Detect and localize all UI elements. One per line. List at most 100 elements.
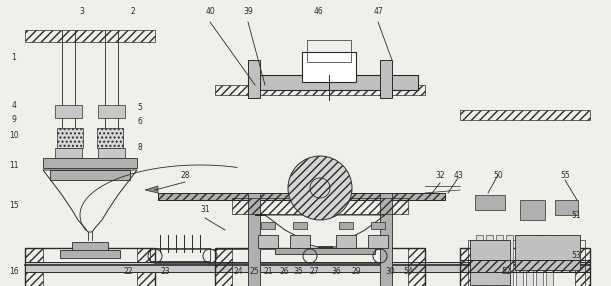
Bar <box>460 260 590 272</box>
Text: 4: 4 <box>12 100 16 110</box>
Bar <box>486 235 493 286</box>
Bar <box>98 105 125 118</box>
Bar <box>460 260 590 272</box>
Bar <box>215 85 425 95</box>
Text: 50: 50 <box>493 170 503 180</box>
Bar <box>339 222 353 229</box>
Bar <box>97 128 123 148</box>
Text: 36: 36 <box>331 267 341 275</box>
Bar <box>496 235 503 286</box>
Bar <box>57 128 83 148</box>
Bar <box>248 60 260 98</box>
Bar <box>137 248 155 286</box>
Text: 1: 1 <box>12 53 16 63</box>
Text: 39: 39 <box>243 7 253 17</box>
Bar <box>25 30 155 42</box>
Bar <box>158 193 445 200</box>
Bar <box>302 52 356 82</box>
Text: 23: 23 <box>160 267 170 275</box>
Text: 15: 15 <box>9 200 19 210</box>
Bar <box>98 148 125 160</box>
Bar <box>158 193 445 200</box>
Bar <box>526 235 533 286</box>
Bar <box>318 246 332 247</box>
Polygon shape <box>145 186 158 193</box>
Bar <box>546 235 553 286</box>
Text: 52: 52 <box>501 267 511 275</box>
Bar <box>258 235 278 248</box>
Bar <box>25 248 43 286</box>
Bar <box>248 193 260 286</box>
Text: 28: 28 <box>180 170 190 180</box>
Text: 54: 54 <box>403 267 413 275</box>
Bar <box>293 222 307 229</box>
Text: 5: 5 <box>137 104 142 112</box>
Bar <box>475 195 505 210</box>
Text: 24: 24 <box>233 267 243 275</box>
Text: 47: 47 <box>373 7 383 17</box>
Text: 26: 26 <box>279 267 289 275</box>
Text: 27: 27 <box>309 267 319 275</box>
Text: 21: 21 <box>263 267 273 275</box>
Bar <box>506 235 513 286</box>
Bar <box>520 200 545 220</box>
Bar <box>261 222 275 229</box>
Text: 35: 35 <box>293 267 303 275</box>
Bar <box>516 235 523 286</box>
Bar <box>460 110 590 120</box>
Text: 16: 16 <box>9 267 19 275</box>
Bar <box>232 198 408 214</box>
Text: 31: 31 <box>200 206 210 214</box>
Bar <box>72 242 108 252</box>
Text: 9: 9 <box>12 116 16 124</box>
Bar <box>25 248 155 286</box>
Text: 46: 46 <box>313 7 323 17</box>
Bar <box>336 235 356 248</box>
Text: 32: 32 <box>435 170 445 180</box>
Bar <box>215 248 232 286</box>
Bar <box>43 158 137 168</box>
Bar <box>368 235 388 248</box>
Bar <box>380 193 392 286</box>
Text: 29: 29 <box>351 267 361 275</box>
Bar <box>536 235 543 286</box>
Bar <box>150 248 210 261</box>
Text: 3: 3 <box>79 7 84 17</box>
Bar <box>275 248 375 254</box>
Text: 11: 11 <box>9 160 19 170</box>
Bar <box>408 248 425 286</box>
Text: 55: 55 <box>560 170 570 180</box>
Bar <box>25 262 590 272</box>
Text: 8: 8 <box>137 144 142 152</box>
Bar <box>55 105 82 118</box>
Circle shape <box>288 156 352 220</box>
Text: 2: 2 <box>131 7 136 17</box>
Text: 25: 25 <box>249 267 259 275</box>
Text: 30: 30 <box>385 267 395 275</box>
Text: 43: 43 <box>453 170 463 180</box>
Text: 51: 51 <box>571 210 581 219</box>
Bar <box>470 240 510 285</box>
Bar <box>575 248 590 286</box>
Bar <box>215 248 425 286</box>
Bar <box>307 52 351 62</box>
Bar <box>248 75 418 90</box>
Text: 40: 40 <box>205 7 215 17</box>
Bar <box>476 235 483 286</box>
Bar <box>468 240 585 286</box>
Text: 10: 10 <box>9 130 19 140</box>
Text: 53: 53 <box>571 251 581 259</box>
Text: 22: 22 <box>123 267 133 275</box>
Bar <box>290 235 310 248</box>
Bar <box>555 200 578 215</box>
Bar <box>460 248 590 286</box>
Bar <box>371 222 385 229</box>
Bar <box>460 248 475 286</box>
Bar <box>55 148 82 160</box>
Bar <box>380 60 392 98</box>
Bar <box>60 250 120 258</box>
Bar <box>515 235 580 270</box>
Bar <box>307 40 351 52</box>
Bar <box>50 170 130 180</box>
Text: 6: 6 <box>137 116 142 126</box>
